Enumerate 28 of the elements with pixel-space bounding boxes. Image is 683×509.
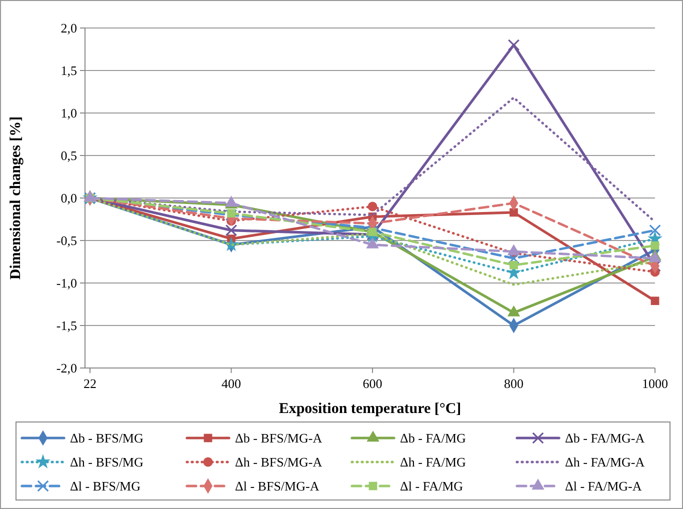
y-tick-label: -2,0 — [56, 360, 77, 376]
legend-label: Δb - FA/MG — [400, 430, 466, 446]
y-tick-label: -1,0 — [56, 276, 77, 291]
y-tick-label: -0,5 — [56, 233, 77, 248]
legend-label: Δl - FA/MG-A — [565, 478, 642, 494]
y-tick-label: 0,5 — [60, 148, 77, 164]
legend-label: Δl - FA/MG — [400, 478, 464, 494]
y-tick-label: 1,5 — [60, 63, 77, 78]
y-tick-label: 2,0 — [60, 20, 77, 36]
legend-label: Δl - BFS/MG-A — [235, 478, 320, 494]
legend-label: Δh - BFS/MG-A — [235, 454, 323, 470]
legend-label: Δb - BFS/MG — [70, 430, 144, 446]
legend-label: Δb - FA/MG-A — [565, 430, 646, 446]
legend-label: Δh - BFS/MG — [70, 454, 144, 470]
y-tick-label: -1,5 — [56, 318, 77, 334]
legend-label: Δh - FA/MG — [400, 454, 466, 470]
legend-label: Δh - FA/MG-A — [565, 454, 646, 470]
x-tick-label: 600 — [362, 376, 382, 391]
y-axis-title: Dimensional changes [%] — [8, 116, 24, 280]
legend-label: Δl - BFS/MG — [70, 478, 140, 494]
x-tick-label: 400 — [222, 376, 241, 391]
y-tick-label: 1,0 — [60, 106, 77, 121]
x-tick-label: 800 — [504, 376, 524, 391]
legend-label: Δb - BFS/MG-A — [235, 430, 323, 446]
x-tick-label: 22 — [84, 376, 96, 391]
x-tick-label: 1000 — [642, 376, 668, 391]
x-axis-title: Exposition temperature [°C] — [278, 401, 462, 417]
y-tick-label: 0,0 — [60, 190, 77, 206]
